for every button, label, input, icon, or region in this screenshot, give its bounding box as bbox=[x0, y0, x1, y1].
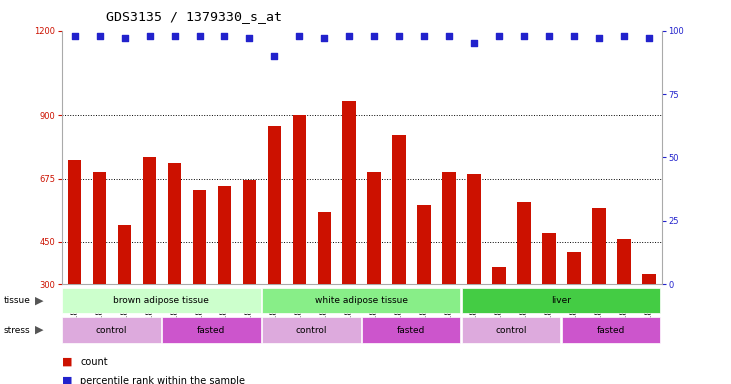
Text: count: count bbox=[80, 357, 108, 367]
Point bbox=[118, 35, 130, 41]
Point bbox=[568, 33, 580, 39]
Bar bbox=[462, 288, 660, 313]
Point bbox=[543, 33, 555, 39]
Text: control: control bbox=[496, 326, 527, 334]
Bar bbox=[493, 267, 506, 284]
Text: ■: ■ bbox=[62, 357, 72, 367]
Point bbox=[194, 33, 205, 39]
Bar bbox=[262, 288, 461, 313]
Point bbox=[618, 33, 630, 39]
Text: ▶: ▶ bbox=[34, 325, 43, 335]
Point bbox=[69, 33, 80, 39]
Bar bbox=[592, 208, 606, 284]
Text: brown adipose tissue: brown adipose tissue bbox=[113, 296, 209, 305]
Bar bbox=[442, 172, 456, 284]
Bar bbox=[268, 126, 281, 284]
Point bbox=[368, 33, 380, 39]
Bar bbox=[118, 225, 132, 284]
Bar bbox=[417, 205, 431, 284]
Text: GDS3135 / 1379330_s_at: GDS3135 / 1379330_s_at bbox=[106, 10, 282, 23]
Bar bbox=[343, 101, 356, 284]
Bar bbox=[518, 202, 531, 284]
Bar bbox=[467, 174, 481, 284]
Bar bbox=[643, 274, 656, 284]
Bar bbox=[162, 317, 261, 343]
Bar bbox=[462, 317, 561, 343]
Bar bbox=[218, 185, 231, 284]
Text: fasted: fasted bbox=[596, 326, 625, 334]
Text: white adipose tissue: white adipose tissue bbox=[315, 296, 408, 305]
Point bbox=[518, 33, 530, 39]
Text: fasted: fasted bbox=[197, 326, 226, 334]
Text: tissue: tissue bbox=[4, 296, 31, 305]
Bar bbox=[617, 239, 631, 284]
Bar bbox=[167, 163, 181, 284]
Bar bbox=[243, 180, 257, 284]
Point bbox=[344, 33, 355, 39]
Bar bbox=[567, 252, 581, 284]
Point bbox=[418, 33, 430, 39]
Bar bbox=[93, 172, 107, 284]
Text: ■: ■ bbox=[62, 376, 72, 384]
Point bbox=[493, 33, 505, 39]
Point bbox=[144, 33, 156, 39]
Bar bbox=[262, 317, 360, 343]
Text: percentile rank within the sample: percentile rank within the sample bbox=[80, 376, 246, 384]
Bar bbox=[368, 172, 381, 284]
Text: fasted: fasted bbox=[397, 326, 425, 334]
Point bbox=[594, 35, 605, 41]
Point bbox=[393, 33, 405, 39]
Point bbox=[243, 35, 255, 41]
Bar bbox=[393, 135, 406, 284]
Bar bbox=[542, 233, 556, 284]
Point bbox=[469, 40, 480, 46]
Text: stress: stress bbox=[4, 326, 30, 334]
Bar bbox=[62, 288, 261, 313]
Point bbox=[294, 33, 306, 39]
Bar bbox=[193, 190, 206, 284]
Point bbox=[169, 33, 181, 39]
Text: liver: liver bbox=[551, 296, 571, 305]
Bar bbox=[62, 317, 161, 343]
Text: ▶: ▶ bbox=[34, 295, 43, 306]
Bar bbox=[143, 157, 156, 284]
Bar bbox=[561, 317, 660, 343]
Bar bbox=[362, 317, 461, 343]
Point bbox=[94, 33, 105, 39]
Text: control: control bbox=[295, 326, 327, 334]
Bar bbox=[292, 115, 306, 284]
Point bbox=[643, 35, 655, 41]
Text: control: control bbox=[96, 326, 127, 334]
Bar bbox=[317, 212, 331, 284]
Bar bbox=[68, 160, 81, 284]
Point bbox=[444, 33, 455, 39]
Point bbox=[268, 53, 280, 59]
Point bbox=[319, 35, 330, 41]
Point bbox=[219, 33, 230, 39]
